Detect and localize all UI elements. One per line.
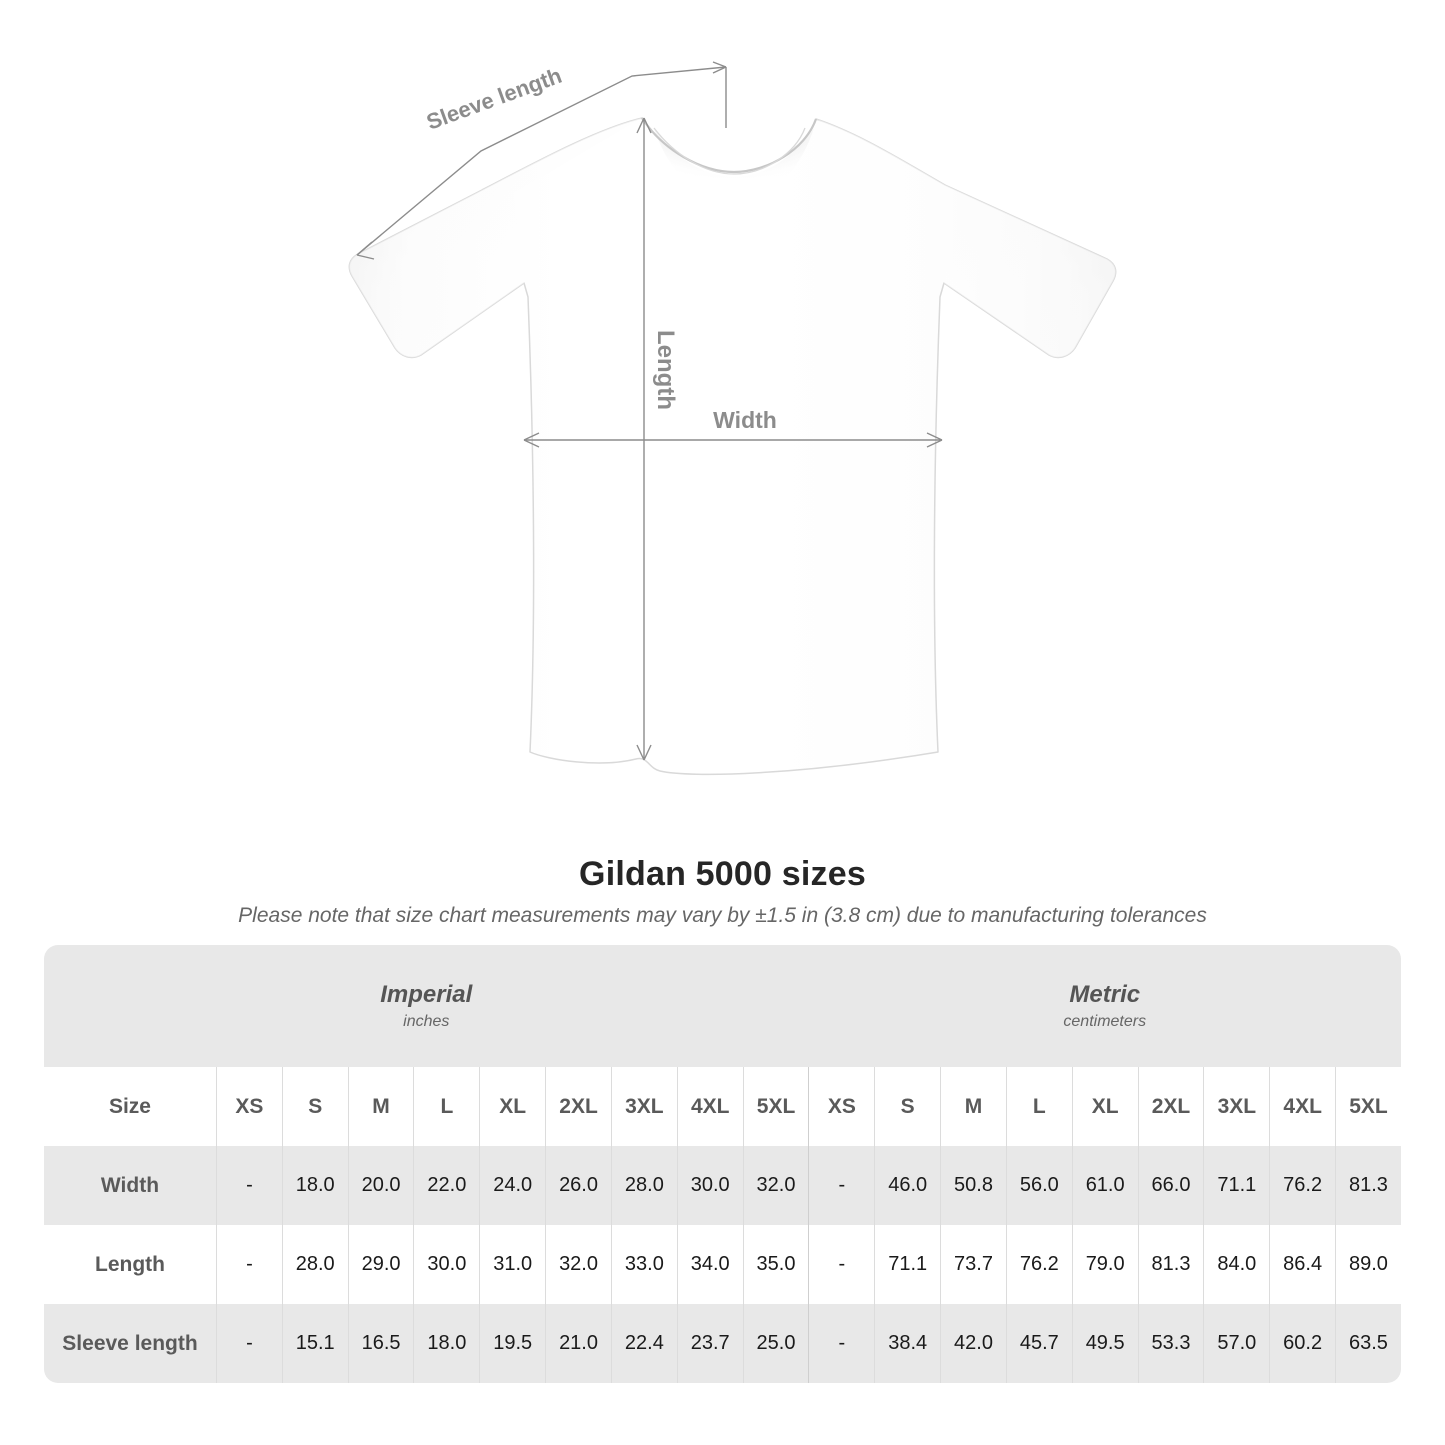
svg-text:Width: Width: [713, 407, 777, 433]
svg-text:Sleeve length: Sleeve length: [423, 63, 565, 135]
svg-text:Length: Length: [652, 330, 679, 410]
